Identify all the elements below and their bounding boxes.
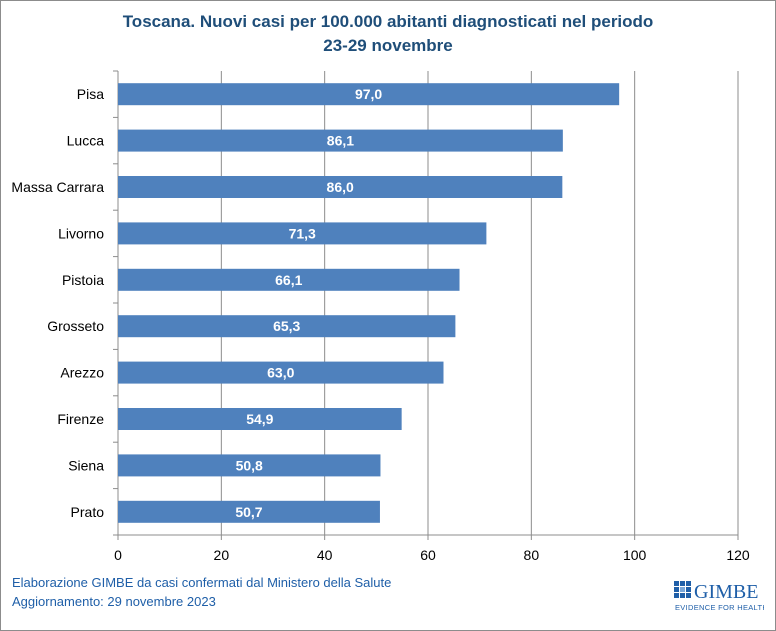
category-label: Firenze xyxy=(57,411,104,427)
data-label: 86,1 xyxy=(327,133,354,149)
category-label: Arezzo xyxy=(60,365,104,381)
data-label: 50,8 xyxy=(236,457,263,473)
x-tick-label: 0 xyxy=(114,547,122,563)
x-tick-label: 120 xyxy=(726,547,750,563)
data-label: 54,9 xyxy=(246,411,273,427)
bar xyxy=(118,129,563,152)
bar xyxy=(118,500,380,523)
category-label: Grosseto xyxy=(47,318,104,334)
x-tick-label: 100 xyxy=(623,547,647,563)
category-label: Siena xyxy=(68,457,104,473)
gimbe-logo-tagline: EVIDENCE FOR HEALTH xyxy=(675,603,764,612)
bar xyxy=(118,408,402,430)
x-tick-label: 80 xyxy=(524,547,540,563)
gimbe-logo: GIMBE EVIDENCE FOR HEALTH xyxy=(674,581,764,612)
chart-title: Toscana. Nuovi casi per 100.000 abitanti… xyxy=(122,12,654,31)
x-tick-label: 40 xyxy=(317,547,333,563)
bar xyxy=(118,222,487,245)
footer-source: Elaborazione GIMBE da casi confermati da… xyxy=(12,575,392,590)
bar xyxy=(118,268,460,291)
category-label: Pistoia xyxy=(62,272,104,288)
data-label: 65,3 xyxy=(273,318,300,334)
x-tick-label: 60 xyxy=(420,547,436,563)
data-label: 50,7 xyxy=(235,504,262,520)
bar xyxy=(118,176,563,198)
category-label: Prato xyxy=(71,504,105,520)
gimbe-logo-mark xyxy=(674,581,691,598)
category-label: Massa Carrara xyxy=(11,179,104,195)
x-tick-label: 20 xyxy=(214,547,230,563)
chart-subtitle: 23-29 novembre xyxy=(323,36,453,55)
bar xyxy=(118,454,381,477)
data-label: 97,0 xyxy=(355,86,382,102)
category-label: Lucca xyxy=(67,133,105,149)
category-label: Pisa xyxy=(77,86,104,102)
bar xyxy=(118,83,620,106)
data-label: 63,0 xyxy=(267,365,294,381)
category-label: Livorno xyxy=(58,225,104,241)
bar xyxy=(118,361,444,384)
data-label: 71,3 xyxy=(289,225,316,241)
gimbe-logo-name: GIMBE xyxy=(694,581,758,603)
footer-updated: Aggiornamento: 29 novembre 2023 xyxy=(12,594,216,609)
data-label: 66,1 xyxy=(275,272,302,288)
data-label: 86,0 xyxy=(327,179,354,195)
bar xyxy=(118,315,456,338)
